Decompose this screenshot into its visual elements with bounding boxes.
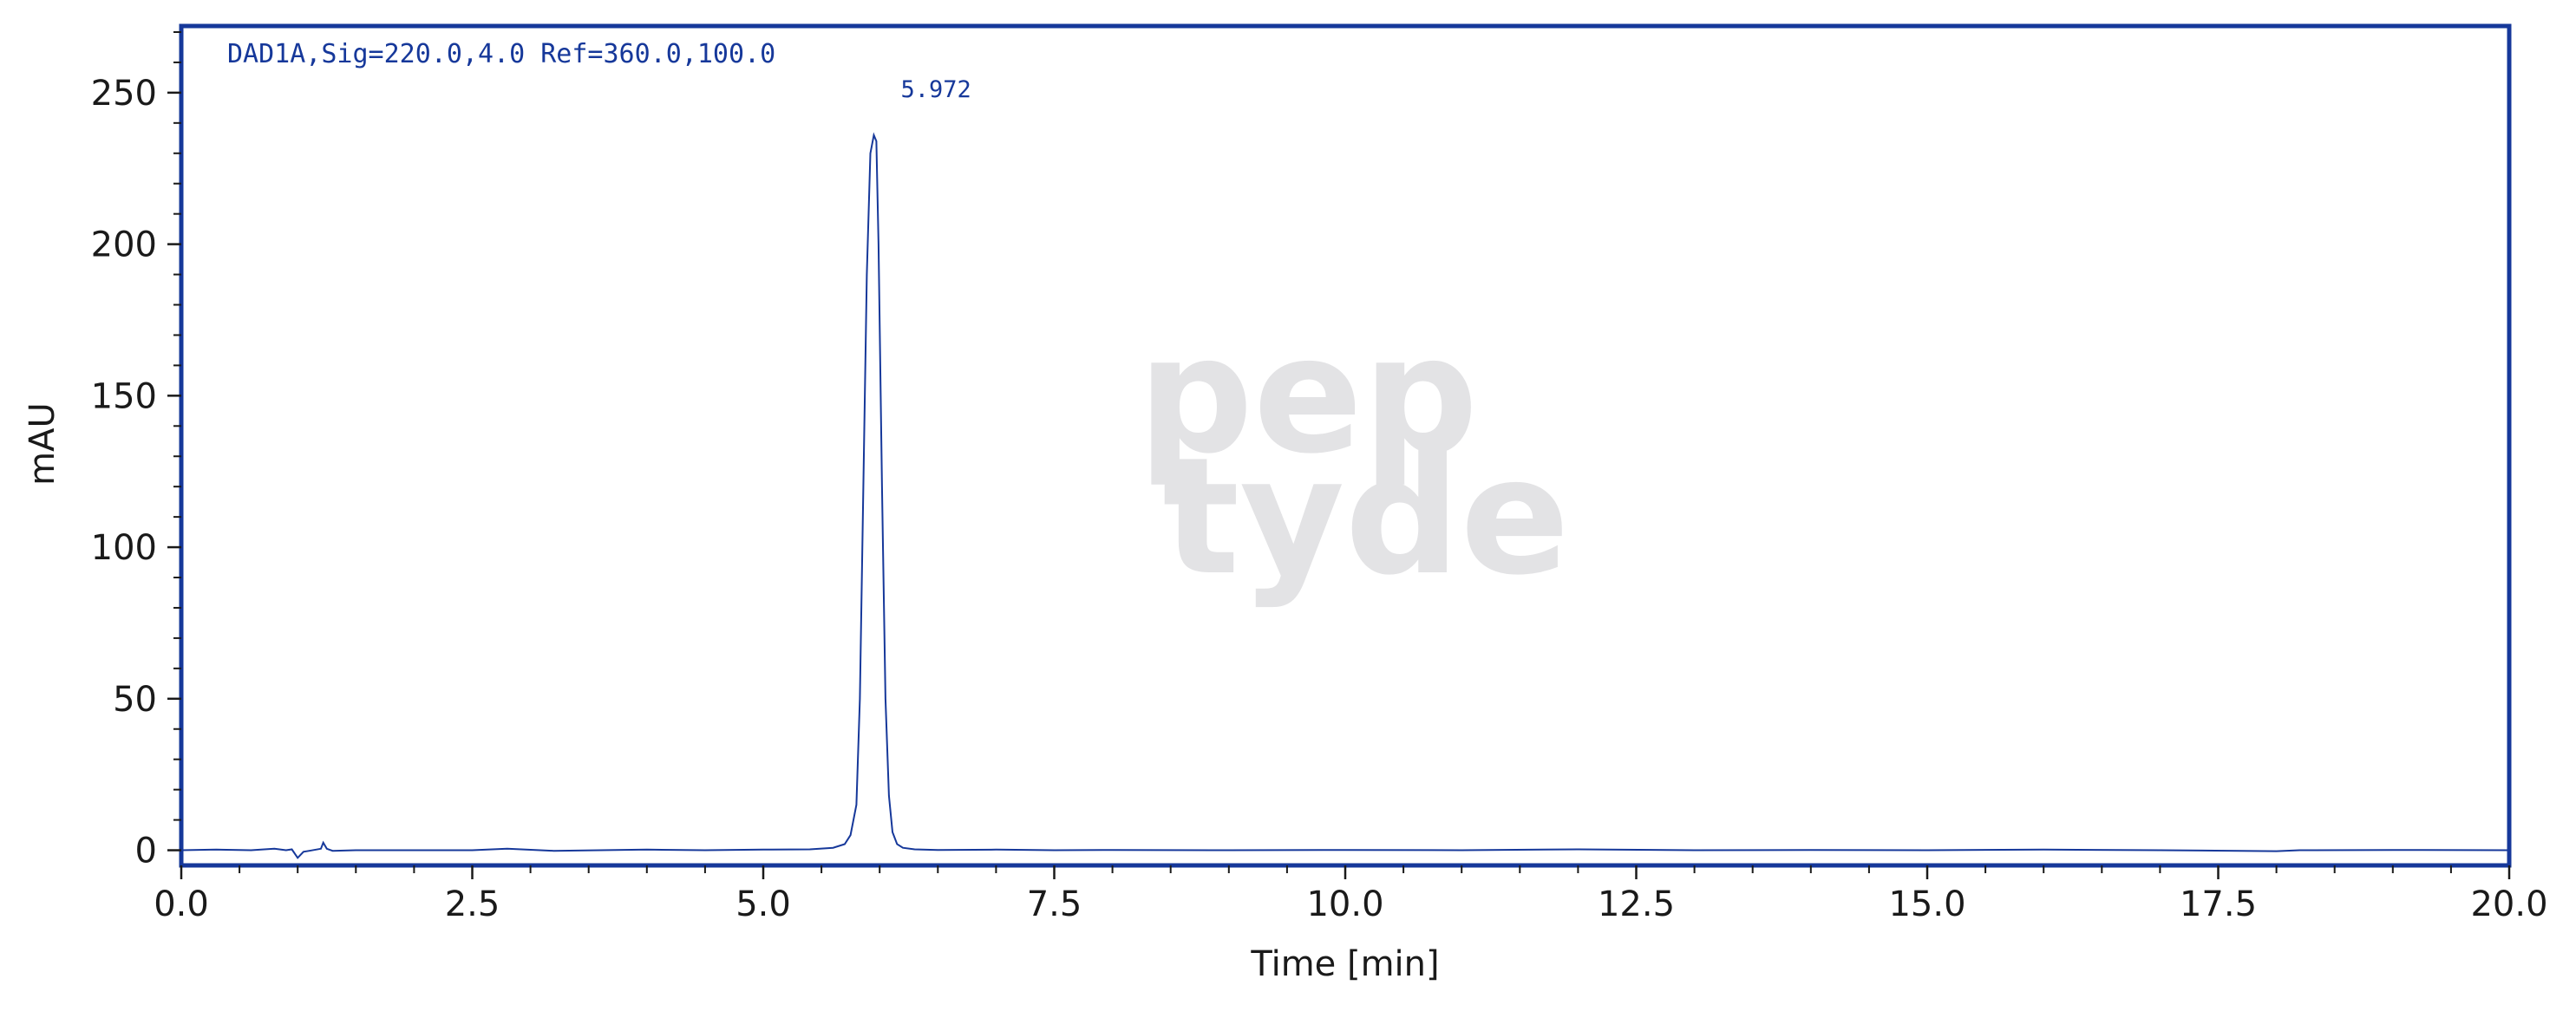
watermark-text-tyde: tyde [1162,422,1569,610]
signal-label: DAD1A,Sig=220.0,4.0 Ref=360.0,100.0 [227,39,775,69]
y-tick-label-5: 250 [91,74,157,114]
y-tick-label-2: 100 [91,528,157,568]
x-tick-label-0: 0.0 [154,884,209,924]
x-tick-label-7: 17.5 [2180,884,2257,924]
plot-layer: 5.972 [180,76,2510,859]
y-tick-label-0: 0 [135,832,157,871]
y-tick-label-1: 50 [113,680,157,720]
watermark-text-pep: pep [1138,301,1478,489]
x-tick-label-8: 20.0 [2470,884,2547,924]
x-tick-label-6: 15.0 [1888,884,1965,924]
chromatogram-trace [180,132,2510,859]
y-tick-label-3: 150 [91,376,157,416]
x-axis-label: Time [min] [1250,944,1439,984]
y-tick-label-4: 200 [91,225,157,265]
x-tick-label-1: 2.5 [445,884,500,924]
x-tick-label-3: 7.5 [1027,884,1082,924]
axes-layer: 0.0 2.5 5.0 7.5 10.0 12.5 15.0 17.5 20.0 0 50 100 15… [91,23,2548,924]
x-tick-label-5: 12.5 [1598,884,1675,924]
x-tick-label-2: 5.0 [736,884,791,924]
watermark-logo: pep tyde [1138,301,1570,610]
x-tick-label-4: 10.0 [1306,884,1383,924]
y-axis-label: mAU [23,402,62,486]
peak-label-0: 5.972 [900,76,971,103]
